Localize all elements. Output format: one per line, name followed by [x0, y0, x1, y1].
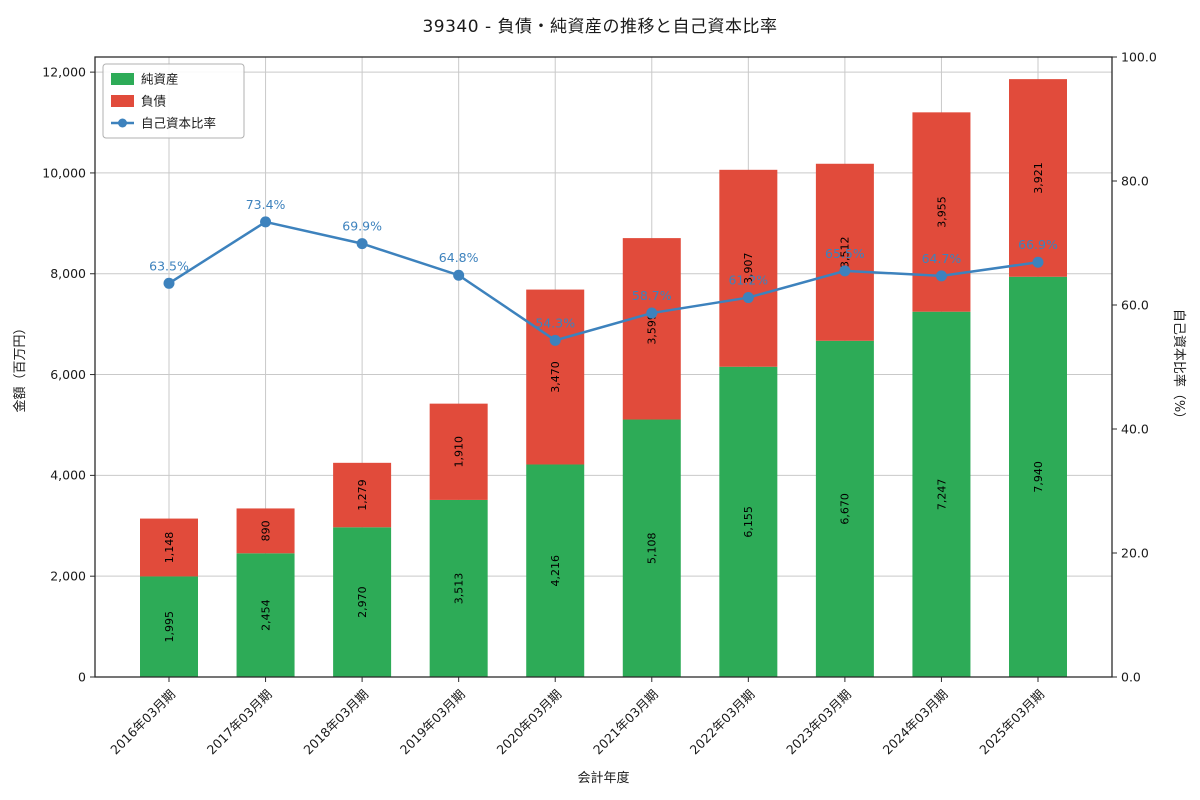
- legend-swatch: [111, 73, 134, 85]
- axes: 0 2,000 4,000 6,000 8,000 10,000 12,000 0.0 20.0…: [42, 49, 1157, 757]
- y-tick-label-left: 2,000: [50, 569, 86, 584]
- bar-label-equity: 6,155: [742, 506, 755, 538]
- legend-box: [102, 63, 245, 139]
- bar-segment-debt: [815, 163, 874, 341]
- x-tick-label: 2021年03月期: [590, 687, 661, 758]
- ratio-point-label: 64.7%: [922, 251, 962, 266]
- bar-segment-debt: [719, 169, 778, 367]
- y-tick-label-right: 0.0: [1121, 669, 1141, 684]
- y-tick-label-right: 80.0: [1121, 173, 1149, 188]
- ratio-point-label: 73.4%: [246, 197, 286, 212]
- ratio-marker: [742, 292, 754, 304]
- y-axis-label-left: 金額（百万円）: [12, 321, 28, 412]
- ratio-point-label: 63.5%: [149, 258, 189, 273]
- bar-label-equity: 3,513: [453, 573, 466, 605]
- legend-label: 負債: [141, 93, 166, 108]
- bar-segment-equity: [815, 340, 874, 677]
- x-tick-label: 2022年03月期: [687, 687, 758, 758]
- x-tick-label: 2019年03月期: [397, 687, 468, 758]
- bar-label-debt: 3,921: [1032, 162, 1045, 194]
- bar-label-debt: 1,279: [356, 479, 369, 511]
- legend-label: 純資産: [141, 71, 179, 86]
- ratio-point-label: 65.5%: [825, 246, 865, 261]
- bar-segment-equity: [912, 311, 971, 677]
- y-tick-label-right: 20.0: [1121, 545, 1149, 560]
- ratio-marker: [646, 307, 658, 319]
- bar-segment-debt: [526, 289, 585, 465]
- x-tick-label: 2024年03月期: [880, 687, 951, 758]
- ratio-marker: [163, 277, 175, 289]
- legend-label: 自己資本比率: [141, 115, 216, 130]
- bars: 1,995 1,148 2,454 890 2,970 1,279 3,513 1,910 4,…: [140, 79, 1067, 677]
- ratio-marker: [1032, 256, 1044, 268]
- bar-label-debt: 3,512: [839, 237, 852, 268]
- bar-segment-debt: [333, 462, 392, 528]
- bar-label-debt: 3,470: [549, 361, 562, 393]
- legend-swatch: [111, 95, 134, 107]
- bar-label-equity: 2,970: [356, 586, 369, 618]
- ratio-point-label: 69.9%: [342, 219, 382, 234]
- y-tick-label-left: 0: [78, 669, 86, 684]
- bar-segment-equity: [333, 527, 392, 677]
- bar-segment-debt: [622, 238, 681, 420]
- x-tick-label: 2023年03月期: [783, 687, 854, 758]
- bar-segment-equity: [140, 576, 198, 677]
- y-tick-label-right: 100.0: [1121, 49, 1157, 64]
- y-tick-label-left: 10,000: [42, 165, 86, 180]
- y-tick-label-left: 8,000: [50, 266, 86, 281]
- bar-segment-equity: [526, 464, 585, 677]
- bar-label-equity: 1,995: [163, 611, 176, 643]
- ratio-marker: [839, 265, 851, 277]
- bar-label-debt: 3,955: [935, 196, 948, 228]
- bar-label-debt: 3,599: [646, 313, 659, 345]
- legend-marker-line: [118, 118, 127, 128]
- bar-segment-equity: [236, 553, 295, 677]
- y-tick-label-left: 6,000: [50, 367, 86, 382]
- bar-label-equity: 5,108: [646, 533, 659, 565]
- ratio-point-label: 61.2%: [728, 273, 768, 288]
- bar-segment-debt: [236, 508, 295, 554]
- bar-segment-debt: [429, 403, 488, 500]
- x-tick-label: 2016年03月期: [107, 687, 178, 758]
- ratio-marker: [260, 216, 272, 228]
- y-tick-label-left: 4,000: [50, 468, 86, 483]
- bar-segment-equity: [429, 499, 488, 677]
- y-tick-label-left: 12,000: [42, 64, 86, 79]
- ratio-marker: [453, 269, 465, 281]
- bar-label-debt: 890: [259, 520, 272, 541]
- x-axis-label: 会計年度: [577, 770, 629, 786]
- y-tick-label-right: 40.0: [1121, 421, 1149, 436]
- bar-segment-equity: [719, 366, 778, 677]
- x-tick-label: 2017年03月期: [204, 687, 275, 758]
- x-tick-label: 2020年03月期: [493, 687, 564, 758]
- chart-title: 39340 - 負債・純資産の推移と自己資本比率: [422, 17, 778, 37]
- bar-label-debt: 1,148: [163, 532, 176, 564]
- bar-label-equity: 2,454: [259, 599, 272, 631]
- bar-label-equity: 4,216: [549, 555, 562, 587]
- ratio-point-label: 66.9%: [1018, 237, 1058, 252]
- ratio-line: 63.5% 73.4% 69.9% 64.8% 54.3% 58.7% 61.2% 65.5%…: [149, 197, 1058, 346]
- x-tick-label: 2025年03月期: [976, 687, 1047, 758]
- bar-label-equity: 7,940: [1032, 461, 1045, 493]
- ratio-marker: [549, 334, 561, 346]
- bar-segment-equity: [1009, 276, 1067, 677]
- bar-label-equity: 6,670: [839, 493, 852, 524]
- bar-segment-debt: [1009, 79, 1067, 277]
- ratio-marker: [935, 270, 947, 282]
- y-tick-label-right: 60.0: [1121, 297, 1149, 312]
- bar-label-debt: 3,907: [742, 253, 755, 285]
- ratio-point-label: 54.3%: [535, 315, 575, 330]
- bar-segment-debt: [140, 518, 198, 577]
- ratio-point-label: 58.7%: [632, 288, 672, 303]
- bar-label-debt: 1,910: [453, 436, 466, 468]
- x-tick-label: 2018年03月期: [300, 687, 371, 758]
- bar-segment-equity: [622, 419, 681, 677]
- ratio-point-label: 64.8%: [439, 250, 479, 265]
- bar-label-equity: 7,247: [935, 479, 948, 511]
- y-axis-label-right: 自己資本比率（%）: [1171, 309, 1187, 425]
- ratio-marker: [356, 238, 368, 250]
